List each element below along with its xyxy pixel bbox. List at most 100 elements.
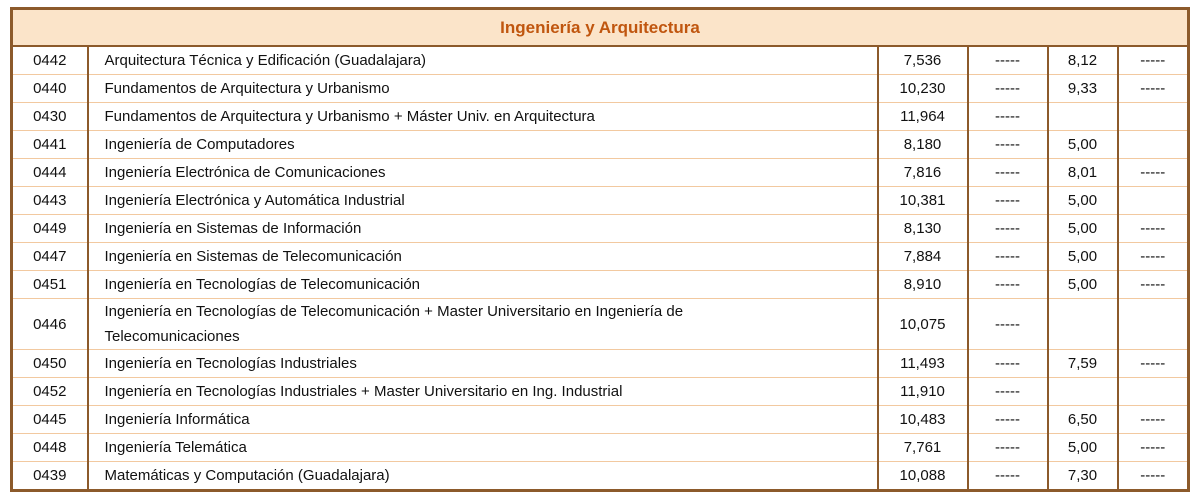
degree-name: Ingeniería Electrónica de Comunicaciones [86, 158, 878, 187]
degree-name: Arquitectura Técnica y Edificación (Guad… [86, 45, 878, 75]
table-row: 0452 Ingeniería en Tecnologías Industrial… [10, 377, 1189, 406]
degree-name: Ingeniería en Tecnologías Industriales +… [86, 377, 878, 406]
grade-alt-placeholder [1116, 377, 1189, 406]
grade-placeholder: ----- [966, 405, 1048, 434]
grade-alt: 8,12 [1046, 45, 1118, 75]
grade-alt: 5,00 [1046, 214, 1118, 243]
table-row: 0451 Ingeniería en Tecnologías de Telecom… [10, 270, 1189, 299]
grade-alt: 5,00 [1046, 186, 1118, 215]
grade: 10,483 [876, 405, 968, 434]
degree-name: Ingeniería en Tecnologías Industriales [86, 349, 878, 378]
grade: 11,910 [876, 377, 968, 406]
code: 0452 [10, 377, 88, 406]
table-row: 0450 Ingeniería en Tecnologías Industrial… [10, 349, 1189, 378]
grade: 7,884 [876, 242, 968, 271]
grade-placeholder: ----- [966, 298, 1048, 350]
grade-placeholder: ----- [966, 377, 1048, 406]
grade-alt [1046, 377, 1118, 406]
degree-name: Ingeniería en Sistemas de Telecomunicaci… [86, 242, 878, 271]
table-row: 0448 Ingeniería Telemática 7,761 ----- 5,00-… [10, 433, 1189, 462]
table-row: 0441 Ingeniería de Computadores 8,180 -----… [10, 130, 1189, 159]
code: 0450 [10, 349, 88, 378]
grade-placeholder: ----- [966, 186, 1048, 215]
degree-name: Ingeniería Telemática [86, 433, 878, 462]
code: 0442 [10, 45, 88, 75]
grade-alt: 5,00 [1046, 270, 1118, 299]
table-row: 0443 Ingeniería Electrónica y Automática … [10, 186, 1189, 215]
grade: 7,536 [876, 45, 968, 75]
grade: 10,075 [876, 298, 968, 350]
degree-name: Ingeniería Informática [86, 405, 878, 434]
degree-name: Ingeniería de Computadores [86, 130, 878, 159]
grade: 11,493 [876, 349, 968, 378]
grade: 10,381 [876, 186, 968, 215]
grade-alt-placeholder: ----- [1116, 405, 1189, 434]
table-row: 0445 Ingeniería Informática 10,483 ----- 6,5… [10, 405, 1189, 434]
grade: 8,910 [876, 270, 968, 299]
degree-name: Ingeniería en Tecnologías de Telecomunic… [86, 298, 878, 350]
grade: 10,230 [876, 74, 968, 103]
table-row: 0446 Ingeniería en Tecnologías de Telecom… [10, 298, 1189, 350]
grade-alt: 6,50 [1046, 405, 1118, 434]
grade-alt-placeholder [1116, 186, 1189, 215]
grade-alt: 9,33 [1046, 74, 1118, 103]
grades-table: Ingeniería y Arquitectura 0442 Arquitectu… [10, 7, 1190, 492]
grade-alt-placeholder [1116, 130, 1189, 159]
grade-placeholder: ----- [966, 74, 1048, 103]
table-row: 0449 Ingeniería en Sistemas de Informació… [10, 214, 1189, 243]
grade-alt: 8,01 [1046, 158, 1118, 187]
grade-alt [1046, 102, 1118, 131]
grade-alt-placeholder: ----- [1116, 158, 1189, 187]
degree-name: Ingeniería en Sistemas de Información [86, 214, 878, 243]
grade: 8,180 [876, 130, 968, 159]
grade-alt-placeholder [1116, 298, 1189, 350]
grade: 10,088 [876, 461, 968, 491]
grade-alt: 7,59 [1046, 349, 1118, 378]
table-row: 0430 Fundamentos de Arquitectura y Urbani… [10, 102, 1189, 131]
grade-alt-placeholder: ----- [1116, 270, 1189, 299]
grade-alt: 5,00 [1046, 242, 1118, 271]
degree-name: Ingeniería en Tecnologías de Telecomunic… [86, 270, 878, 299]
grade-alt-placeholder [1116, 102, 1189, 131]
grade-placeholder: ----- [966, 102, 1048, 131]
grade-placeholder: ----- [966, 214, 1048, 243]
grade-placeholder: ----- [966, 270, 1048, 299]
grade-alt-placeholder: ----- [1116, 349, 1189, 378]
grade: 11,964 [876, 102, 968, 131]
code: 0448 [10, 433, 88, 462]
code: 0449 [10, 214, 88, 243]
grade-alt-placeholder: ----- [1116, 461, 1189, 491]
grade-placeholder: ----- [966, 158, 1048, 187]
grade-alt [1046, 298, 1118, 350]
grade-alt-placeholder: ----- [1116, 45, 1189, 75]
grade-alt-placeholder: ----- [1116, 433, 1189, 462]
code: 0443 [10, 186, 88, 215]
grade-alt: 5,00 [1046, 130, 1118, 159]
code: 0447 [10, 242, 88, 271]
degree-name: Fundamentos de Arquitectura y Urbanismo … [86, 102, 878, 131]
grade: 7,816 [876, 158, 968, 187]
grade-placeholder: ----- [966, 349, 1048, 378]
grade-placeholder: ----- [966, 242, 1048, 271]
grade: 8,130 [876, 214, 968, 243]
table-row: 0447 Ingeniería en Sistemas de Telecomuni… [10, 242, 1189, 271]
code: 0440 [10, 74, 88, 103]
code: 0430 [10, 102, 88, 131]
grade-alt: 5,00 [1046, 433, 1118, 462]
code: 0445 [10, 405, 88, 434]
grade-placeholder: ----- [966, 433, 1048, 462]
table-title: Ingeniería y Arquitectura [11, 8, 1189, 47]
code: 0444 [10, 158, 88, 187]
degree-name: Ingeniería Electrónica y Automática Indu… [86, 186, 878, 215]
code: 0439 [10, 461, 88, 491]
grade-alt-placeholder: ----- [1116, 74, 1189, 103]
table-row: 0440 Fundamentos de Arquitectura y Urbani… [10, 74, 1189, 103]
grade-placeholder: ----- [966, 461, 1048, 491]
code: 0446 [10, 298, 88, 350]
grade-alt: 7,30 [1046, 461, 1118, 491]
grade: 7,761 [876, 433, 968, 462]
code: 0451 [10, 270, 88, 299]
table-row: 0444 Ingeniería Electrónica de Comunicaci… [10, 158, 1189, 187]
table-row: 0442 Arquitectura Técnica y Edificación (… [10, 45, 1189, 75]
table-row: 0439 Matemáticas y Computación (Guadalaja… [10, 461, 1189, 491]
